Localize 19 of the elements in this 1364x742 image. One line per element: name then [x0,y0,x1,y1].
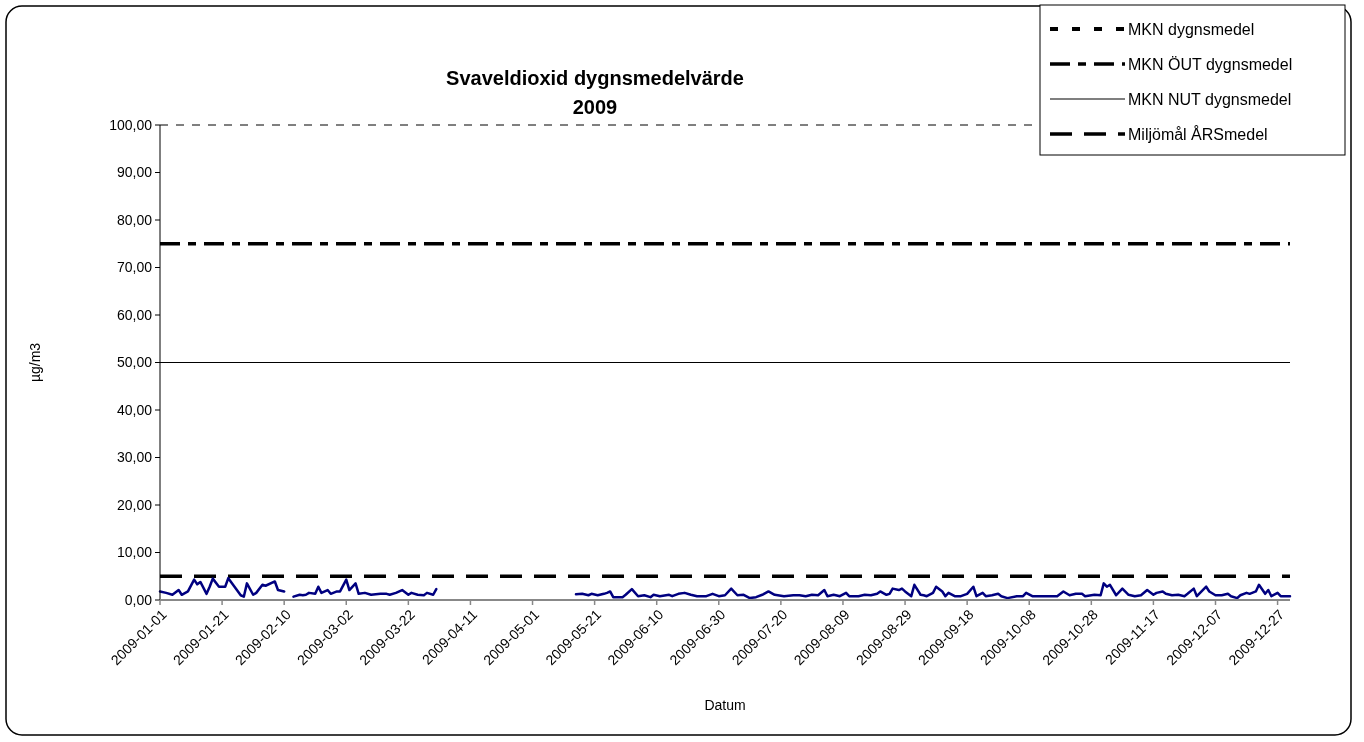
y-tick-label: 80,00 [116,211,153,228]
legend-label: MKN NUT dygnsmedel [1128,90,1292,108]
y-tick-label: 40,00 [116,401,153,418]
x-axis-title: Datum [704,697,746,713]
chart-title: Svaveldioxid dygnsmedelvärde [446,67,744,89]
y-tick-label: 100,00 [109,116,153,133]
y-tick-label: 10,00 [116,544,153,561]
y-tick-label: 50,00 [116,354,153,371]
y-tick-label: 90,00 [116,164,153,181]
legend-label: MKN ÖUT dygnsmedel [1128,55,1293,73]
y-tick-label: 20,00 [116,496,153,513]
y-tick-label: 70,00 [116,259,153,276]
y-tick-label: 30,00 [116,449,153,466]
y-tick-label: 0,00 [124,591,153,608]
legend-label: MKN dygnsmedel [1128,20,1255,38]
y-tick-label: 60,00 [116,306,153,323]
chart-subtitle: 2009 [572,96,618,118]
legend-label: Miljömål ÅRSmedel [1128,124,1268,143]
y-axis-title: µg/m3 [27,342,43,383]
